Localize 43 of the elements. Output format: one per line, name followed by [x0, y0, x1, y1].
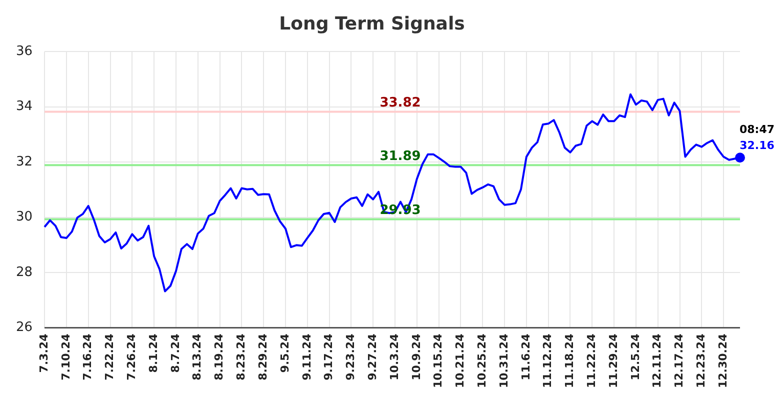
x-tick-label: 7.22.24 [103, 333, 116, 380]
x-tick-label: 7.16.24 [81, 333, 94, 380]
x-tick-label: 7.10.24 [59, 333, 72, 380]
y-tick-label: 26 [16, 320, 33, 336]
data-label: 32.16 [740, 138, 775, 152]
x-tick-label: 9.27.24 [366, 333, 379, 380]
x-tick-label: 12.23.24 [694, 333, 708, 388]
x-tick-label: 9.11.24 [300, 333, 314, 380]
x-tick-label: 12.17.24 [672, 333, 686, 388]
x-tick-label: 8.1.24 [146, 333, 160, 373]
x-tick-label: 11.6.24 [519, 333, 532, 380]
x-tick-label: 10.3.24 [388, 333, 401, 380]
y-tick-label: 28 [16, 264, 33, 280]
y-tick-label: 36 [16, 44, 33, 59]
x-tick-label: 8.29.24 [256, 333, 270, 380]
x-tick-label: 11.29.24 [606, 333, 620, 388]
x-tick-label: 8.19.24 [212, 333, 226, 380]
x-tick-label: 7.3.24 [37, 333, 50, 373]
x-tick-label: 10.31.24 [497, 333, 510, 388]
x-tick-label: 10.25.24 [475, 333, 488, 388]
x-tick-label: 9.23.24 [344, 333, 358, 380]
x-tick-label: 12.5.24 [628, 333, 642, 380]
x-tick-label: 11.18.24 [563, 333, 576, 388]
x-tick-label: 8.23.24 [234, 333, 248, 380]
x-tick-label: 10.15.24 [432, 333, 445, 388]
y-tick-label: 32 [16, 154, 33, 170]
ref-line-label: 31.89 [380, 148, 421, 164]
x-tick-label: 12.30.24 [716, 333, 730, 388]
x-tick-label: 9.5.24 [278, 333, 292, 373]
y-tick-label: 34 [16, 99, 33, 114]
x-tick-label: 8.13.24 [190, 333, 204, 380]
x-tick-label: 11.12.24 [541, 333, 554, 388]
chart-title: Long Term Signals [279, 13, 465, 34]
x-tick-label: 10.21.24 [454, 333, 467, 388]
x-tick-label: 9.17.24 [322, 333, 336, 380]
ref-line-label: 33.82 [380, 96, 421, 111]
x-tick-label: 11.22.24 [585, 333, 598, 388]
x-tick-label: 12.11.24 [650, 333, 664, 388]
x-tick-label: 10.9.24 [410, 333, 423, 380]
x-tick-label: 8.7.24 [168, 333, 182, 373]
y-tick-label: 30 [16, 210, 33, 225]
x-tick-label: 7.26.24 [125, 333, 138, 380]
annotation: 08:47 [739, 122, 775, 136]
